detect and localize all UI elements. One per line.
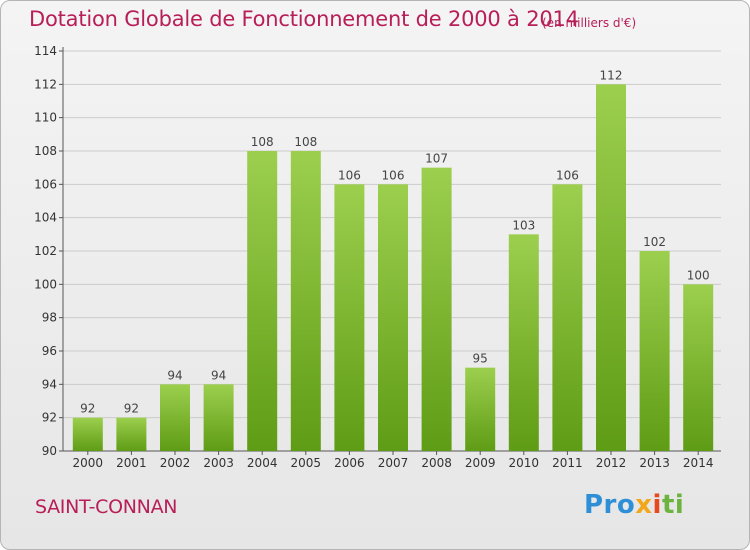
bar-value-label: 106 <box>382 168 405 182</box>
bar-value-label: 92 <box>80 402 95 416</box>
bar-value-label: 100 <box>687 268 710 282</box>
bar-value-label: 102 <box>643 235 666 249</box>
y-tick-label: 100 <box>34 277 57 291</box>
x-tick-label: 2007 <box>378 456 409 470</box>
chart-title: Dotation Globale de Fonctionnement de 20… <box>29 7 579 31</box>
x-tick-label: 2011 <box>552 456 583 470</box>
proxiti-logo[interactable]: Proxiti <box>584 490 685 520</box>
bar <box>596 84 626 451</box>
bar-value-label: 108 <box>251 135 274 149</box>
x-tick-label: 2013 <box>639 456 670 470</box>
bar <box>203 384 234 451</box>
x-tick-label: 2004 <box>247 456 278 470</box>
bar <box>421 167 452 451</box>
x-tick-label: 2003 <box>203 456 234 470</box>
bar <box>378 184 408 452</box>
y-tick-label: 106 <box>34 177 57 191</box>
bar <box>334 184 365 452</box>
y-tick-label: 96 <box>42 344 57 358</box>
bar <box>247 151 278 451</box>
x-tick-label: 2012 <box>596 456 627 470</box>
y-tick-label: 112 <box>34 77 57 91</box>
x-tick-label: 2001 <box>116 456 147 470</box>
x-tick-label: 2008 <box>421 456 452 470</box>
y-tick-label: 92 <box>42 411 57 425</box>
y-tick-label: 102 <box>34 244 57 258</box>
bar <box>290 151 321 451</box>
bar <box>683 284 714 451</box>
x-tick-label: 2002 <box>160 456 191 470</box>
commune-name: SAINT-CONNAN <box>35 496 178 518</box>
bar-value-label: 94 <box>167 368 182 382</box>
bar-value-label: 95 <box>473 352 488 366</box>
y-tick-label: 98 <box>42 311 57 325</box>
bar <box>465 367 496 451</box>
y-tick-label: 110 <box>34 111 57 125</box>
bar-value-label: 112 <box>600 68 623 82</box>
y-tick-label: 114 <box>34 44 57 58</box>
bar <box>552 184 583 452</box>
bar-value-label: 106 <box>556 168 579 182</box>
axes: 90 92 94 96 98 100 102 104 106 108 110 112 114 2000 20… <box>34 44 721 470</box>
bar <box>72 417 103 451</box>
chart-subtitle: (en milliers d'€) <box>542 16 637 30</box>
data-labels: 92 92 94 94 108 108 106 106 107 95 103 106 112 102 100 <box>80 68 709 415</box>
bar-value-label: 94 <box>211 368 226 382</box>
bar <box>160 384 190 451</box>
x-tick-label: 2006 <box>334 456 365 470</box>
x-tick-label: 2005 <box>291 456 322 470</box>
y-tick-label: 104 <box>34 211 57 225</box>
bar-value-label: 92 <box>124 402 139 416</box>
y-tick-label: 108 <box>34 144 57 158</box>
bars <box>72 84 714 452</box>
x-tick-label: 2000 <box>73 456 104 470</box>
bar <box>639 251 670 451</box>
bar <box>508 234 539 451</box>
x-tick-label: 2014 <box>683 456 714 470</box>
bar-value-label: 106 <box>338 168 361 182</box>
bar-value-label: 108 <box>294 135 317 149</box>
bar <box>116 417 147 451</box>
bar-value-label: 103 <box>512 218 535 232</box>
y-tick-label: 90 <box>42 444 57 458</box>
x-tick-label: 2010 <box>509 456 540 470</box>
x-tick-label: 2009 <box>465 456 496 470</box>
y-tick-label: 94 <box>42 377 57 391</box>
bar-value-label: 107 <box>425 152 448 166</box>
